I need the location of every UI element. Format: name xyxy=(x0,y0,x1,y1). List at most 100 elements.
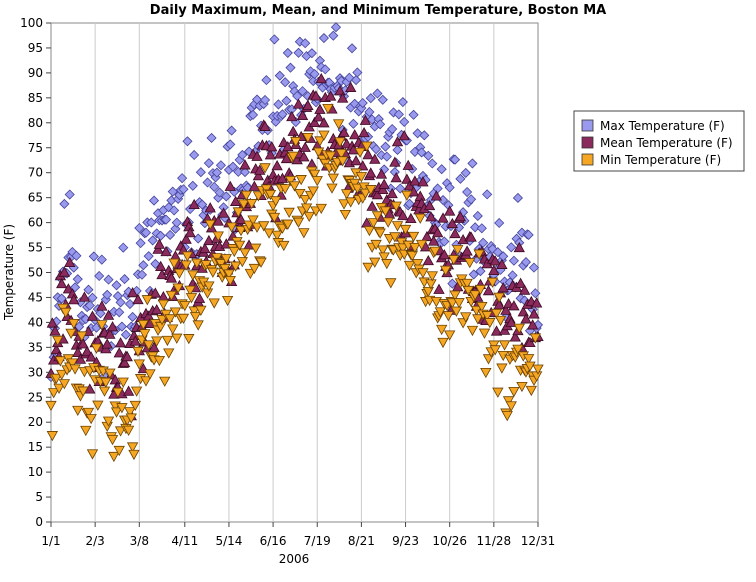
data-point xyxy=(470,222,481,233)
data-point xyxy=(469,290,481,301)
data-point xyxy=(138,260,149,271)
data-point xyxy=(243,220,255,231)
data-point xyxy=(149,287,162,298)
data-point xyxy=(147,235,158,246)
data-point xyxy=(187,270,199,281)
data-point xyxy=(181,251,194,262)
data-point xyxy=(215,259,227,270)
data-point xyxy=(453,298,465,309)
data-point xyxy=(62,283,75,294)
data-point xyxy=(96,254,107,265)
data-point xyxy=(159,376,171,387)
data-point xyxy=(259,163,271,174)
data-point xyxy=(129,400,141,412)
data-point xyxy=(371,188,384,200)
data-point xyxy=(235,225,247,237)
data-point xyxy=(127,311,138,323)
data-point xyxy=(421,230,433,242)
data-point xyxy=(497,282,509,293)
data-point xyxy=(422,286,434,298)
data-point xyxy=(516,381,528,393)
data-point xyxy=(334,137,346,148)
data-point xyxy=(52,335,64,347)
data-point xyxy=(90,343,103,354)
data-point xyxy=(182,136,193,147)
data-point xyxy=(169,205,180,216)
data-point xyxy=(406,251,418,262)
data-point xyxy=(338,126,350,137)
data-point xyxy=(148,195,160,206)
y-tick-label: 65 xyxy=(28,191,43,205)
x-tick-label: 10/26 xyxy=(432,534,467,548)
data-point xyxy=(405,212,417,224)
data-point xyxy=(189,312,202,323)
data-point xyxy=(180,233,192,244)
data-point xyxy=(461,245,473,256)
data-point xyxy=(121,350,133,362)
data-point xyxy=(112,387,124,398)
x-tick-label: 6/16 xyxy=(260,534,287,548)
data-point xyxy=(212,215,224,226)
data-point xyxy=(475,266,486,277)
data-point xyxy=(65,328,77,339)
data-point xyxy=(254,164,266,175)
data-point xyxy=(371,211,384,222)
y-tick-label: 5 xyxy=(35,490,43,504)
data-point xyxy=(467,158,478,169)
data-point xyxy=(489,345,501,356)
data-point xyxy=(152,243,164,254)
data-point xyxy=(252,191,265,202)
data-point xyxy=(132,346,144,358)
data-point xyxy=(358,126,370,138)
data-point xyxy=(437,337,449,349)
data-point xyxy=(239,159,251,170)
data-point xyxy=(138,329,151,340)
data-point xyxy=(390,201,402,212)
data-point xyxy=(460,167,471,178)
data-point xyxy=(221,295,234,307)
data-point xyxy=(106,321,119,332)
data-point xyxy=(431,227,444,238)
data-point xyxy=(490,325,503,336)
data-point xyxy=(248,263,261,275)
data-point xyxy=(312,147,325,158)
data-point xyxy=(434,307,447,318)
data-point xyxy=(480,367,492,379)
data-point xyxy=(255,257,267,268)
data-point xyxy=(287,151,299,162)
data-point xyxy=(312,111,325,122)
data-point xyxy=(425,279,437,290)
data-point xyxy=(274,70,285,81)
y-tick-label: 0 xyxy=(35,515,43,529)
data-point xyxy=(98,386,111,397)
data-point xyxy=(102,289,113,300)
data-point xyxy=(489,255,501,266)
data-point xyxy=(203,281,215,292)
data-point xyxy=(114,426,127,437)
data-point xyxy=(251,150,263,161)
data-point xyxy=(124,298,136,310)
y-tick-label: 15 xyxy=(28,440,43,454)
data-point xyxy=(88,251,99,262)
data-point xyxy=(435,324,448,336)
data-point xyxy=(180,260,192,271)
data-point xyxy=(409,175,421,186)
data-point xyxy=(509,331,521,342)
data-point xyxy=(320,64,331,75)
data-point xyxy=(423,150,434,161)
data-point xyxy=(117,377,129,388)
data-point xyxy=(95,308,106,319)
data-point xyxy=(137,319,149,331)
data-point xyxy=(76,331,88,342)
data-point xyxy=(178,184,189,195)
data-point xyxy=(528,308,540,319)
data-point xyxy=(53,383,65,394)
data-point xyxy=(369,153,381,164)
data-point xyxy=(246,199,258,210)
data-point xyxy=(512,192,523,204)
data-point xyxy=(46,431,59,442)
data-point xyxy=(409,243,421,254)
data-point xyxy=(506,242,517,253)
data-point xyxy=(339,209,352,221)
data-point xyxy=(401,190,413,201)
